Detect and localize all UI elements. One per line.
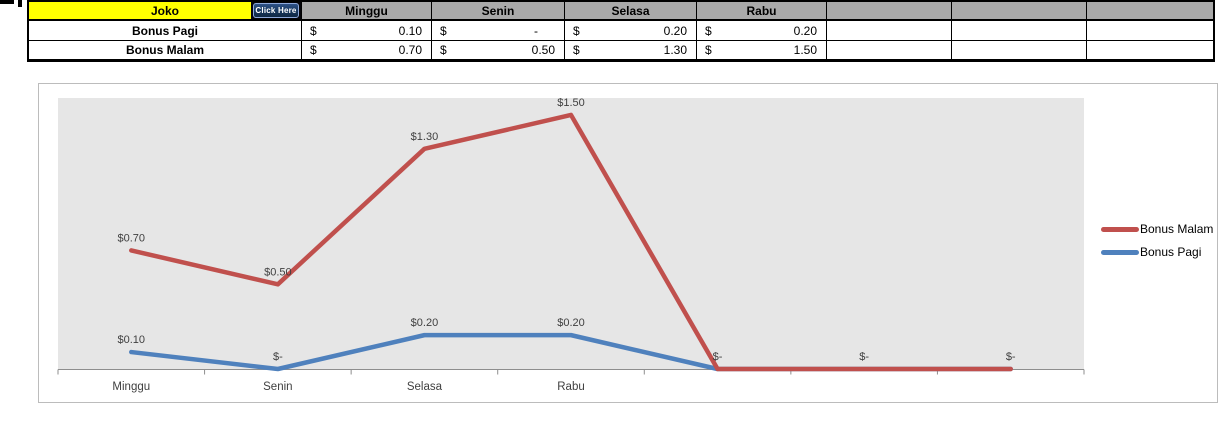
legend-label: Bonus Pagi [1140, 245, 1202, 259]
data-label: $0.70 [118, 232, 146, 244]
cell-value: 0.10 [398, 23, 422, 38]
name-header-label: Joko [150, 3, 179, 18]
cell-bonus-malam-empty-2[interactable] [952, 41, 1087, 60]
currency-symbol: $ [440, 23, 447, 38]
click-here-zone: Click Here [251, 2, 301, 19]
x-axis-label-selasa: Selasa [407, 381, 443, 393]
cell-bonus-pagi-selasa[interactable]: $ 0.20 [565, 21, 697, 41]
cell-value: 0.20 [793, 23, 817, 38]
row-label-bonus-malam[interactable]: Bonus Malam [29, 41, 302, 60]
currency-symbol: $ [310, 43, 317, 57]
data-label: $- [273, 351, 283, 363]
day-header-senin[interactable]: Senin [432, 2, 565, 21]
corner-mark [0, 0, 14, 4]
data-label: $- [1006, 351, 1016, 363]
data-label: $0.20 [557, 317, 585, 329]
plot-area [58, 98, 1084, 369]
bonus-table: Joko Click Here Minggu Senin Selasa Rabu… [27, 0, 1215, 62]
data-label: $- [713, 351, 723, 363]
name-header-cell[interactable]: Joko Click Here [29, 2, 302, 21]
legend-item-bonus-malam[interactable]: Bonus Malam [1101, 222, 1213, 236]
cell-bonus-malam-empty-1[interactable] [827, 41, 952, 60]
legend-swatch-bonus-pagi [1101, 249, 1139, 255]
cell-value: 0.50 [531, 43, 555, 57]
day-header-selasa[interactable]: Selasa [565, 2, 697, 21]
day-header-empty-2[interactable] [952, 2, 1087, 21]
day-header-rabu[interactable]: Rabu [697, 2, 827, 21]
cell-bonus-pagi-empty-1[interactable] [827, 21, 952, 41]
currency-symbol: $ [440, 43, 447, 57]
chart-line-bonus-malam[interactable] [129, 112, 1013, 372]
chart-legend: Bonus Malam Bonus Pagi [1101, 222, 1213, 259]
cell-bonus-pagi-senin[interactable]: $ - [432, 21, 565, 41]
cell-bonus-malam-minggu[interactable]: $ 0.70 [302, 41, 432, 60]
x-axis-label-senin: Senin [263, 381, 292, 393]
cell-value: 0.20 [663, 23, 687, 38]
day-header-empty-1[interactable] [827, 2, 952, 21]
cell-value: 0.70 [398, 43, 422, 57]
data-label: $0.20 [411, 317, 439, 329]
cell-value: - [534, 23, 538, 38]
legend-item-bonus-pagi[interactable]: Bonus Pagi [1101, 245, 1213, 259]
data-label: $1.50 [557, 97, 585, 109]
bonus-line-chart[interactable]: Minggu Senin Selasa Rabu $0.10 $- $0.20 $0.20 $0… [38, 83, 1218, 403]
cell-bonus-malam-rabu[interactable]: $ 1.50 [697, 41, 827, 60]
data-label: $- [859, 351, 869, 363]
currency-symbol: $ [705, 43, 712, 57]
data-label: $1.30 [411, 131, 439, 143]
cell-value: 1.30 [663, 43, 687, 57]
currency-symbol: $ [310, 23, 317, 38]
cell-bonus-malam-empty-3[interactable] [1087, 41, 1213, 60]
currency-symbol: $ [573, 43, 580, 57]
currency-symbol: $ [705, 23, 712, 38]
legend-label: Bonus Malam [1140, 222, 1214, 236]
x-axis-label-minggu: Minggu [112, 381, 150, 393]
cell-bonus-pagi-empty-2[interactable] [952, 21, 1087, 41]
chart-canvas: Minggu Senin Selasa Rabu $0.10 $- $0.20 $0.20 $0… [57, 97, 1085, 393]
cell-bonus-pagi-minggu[interactable]: $ 0.10 [302, 21, 432, 41]
cell-bonus-malam-selasa[interactable]: $ 1.30 [565, 41, 697, 60]
currency-symbol: $ [573, 23, 580, 38]
corner-mark [18, 0, 22, 7]
day-header-minggu[interactable]: Minggu [302, 2, 432, 21]
x-axis-label-rabu: Rabu [557, 381, 585, 393]
click-here-button[interactable]: Click Here [253, 3, 299, 18]
data-label: $0.50 [264, 266, 292, 278]
cell-bonus-pagi-empty-3[interactable] [1087, 21, 1213, 41]
legend-swatch-bonus-malam [1101, 226, 1139, 232]
cell-bonus-malam-senin[interactable]: $ 0.50 [432, 41, 565, 60]
data-label: $0.10 [118, 334, 146, 346]
cell-value: 1.50 [793, 43, 817, 57]
cell-bonus-pagi-rabu[interactable]: $ 0.20 [697, 21, 827, 41]
day-header-empty-3[interactable] [1087, 2, 1213, 21]
row-label-bonus-pagi[interactable]: Bonus Pagi [29, 21, 302, 41]
